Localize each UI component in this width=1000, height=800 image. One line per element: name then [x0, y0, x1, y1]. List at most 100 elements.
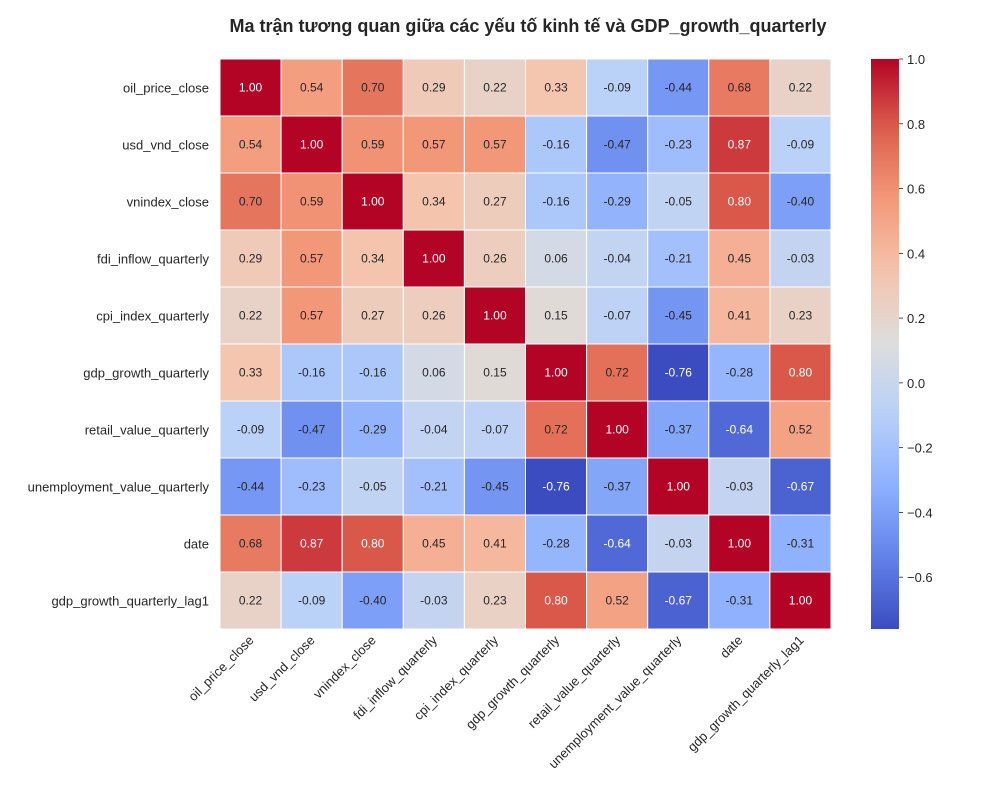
- heatmap-cell: [219, 571, 282, 630]
- heatmap-cell: [280, 571, 343, 630]
- cell-value-label: -0.44: [665, 81, 693, 95]
- cell-value-label: -0.67: [665, 594, 693, 608]
- heatmap-cell: [341, 172, 404, 231]
- row-label-unemployment-value-quarterly: unemployment_value_quarterly: [28, 480, 210, 495]
- heatmap-cell: [525, 58, 588, 117]
- cell-value-label: -0.04: [603, 252, 631, 266]
- cell-value-label: -0.37: [665, 423, 693, 437]
- column-label-gdp-growth-quarterly-lag1: gdp_growth_quarterly_lag1: [685, 633, 807, 755]
- heatmap-cell: [586, 229, 649, 288]
- heatmap-cell: [280, 457, 343, 516]
- heatmap-cell: [586, 286, 649, 345]
- heatmap-cell: [769, 400, 832, 459]
- cell-value-label: 0.23: [789, 309, 813, 323]
- heatmap-cell: [525, 343, 588, 402]
- column-label-date: date: [717, 633, 746, 662]
- cell-value-label: 0.70: [239, 195, 263, 209]
- cell-value-label: 0.06: [544, 252, 568, 266]
- cell-value-label: 0.59: [300, 195, 324, 209]
- heatmap-cell: [525, 286, 588, 345]
- heatmap-cell: [280, 172, 343, 231]
- heatmap-cell: [219, 400, 282, 459]
- heatmap-cell: [525, 457, 588, 516]
- cell-value-label: 0.27: [361, 309, 385, 323]
- row-label-retail-value-quarterly: retail_value_quarterly: [85, 423, 210, 438]
- heatmap-cell: [402, 571, 465, 630]
- cell-value-label: 0.41: [483, 537, 507, 551]
- heatmap-cell: [769, 229, 832, 288]
- cell-value-label: 0.22: [239, 309, 263, 323]
- cell-value-label: -0.47: [298, 423, 326, 437]
- cell-value-label: 0.57: [300, 309, 324, 323]
- column-labels: oil_price_closeusd_vnd_closevnindex_clos…: [185, 632, 806, 771]
- heatmap-cell: [769, 457, 832, 516]
- heatmap-cell: [219, 229, 282, 288]
- heatmap-cell: [708, 286, 771, 345]
- heatmap-cell: [586, 172, 649, 231]
- colorbar-tick-label: 0.2: [907, 311, 925, 326]
- cell-value-label: -0.29: [359, 423, 387, 437]
- cell-value-label: -0.47: [603, 138, 631, 152]
- cell-value-label: 0.80: [361, 537, 385, 551]
- cell-value-label: 0.52: [605, 594, 629, 608]
- cell-value-label: 0.87: [300, 537, 324, 551]
- cell-value-label: 0.59: [361, 138, 385, 152]
- row-label-oil-price-close: oil_price_close: [123, 81, 209, 96]
- cell-value-label: -0.29: [603, 195, 631, 209]
- cell-value-label: -0.04: [420, 423, 448, 437]
- column-label-usd-vnd-close: usd_vnd_close: [246, 633, 318, 705]
- cell-value-label: -0.09: [787, 138, 815, 152]
- heatmap-grid: 1.00 0.54 0.70 0.29 0.22 0.33 -0.09 -0.44 0.68 0.…: [219, 58, 832, 630]
- heatmap-cell: [219, 172, 282, 231]
- cell-value-label: -0.40: [359, 594, 387, 608]
- colorbar-tick-label: 0.4: [907, 246, 925, 261]
- heatmap-cell: [463, 343, 526, 402]
- heatmap-cell: [341, 286, 404, 345]
- heatmap-cell: [769, 115, 832, 174]
- cell-value-label: -0.03: [726, 480, 754, 494]
- heatmap-cell: [647, 514, 710, 573]
- colorbar-tick-label: −0.2: [907, 441, 933, 456]
- cell-value-label: -0.67: [787, 480, 815, 494]
- cell-value-label: 0.68: [239, 537, 263, 551]
- cell-value-label: 1.00: [300, 138, 324, 152]
- heatmap-cell: [280, 115, 343, 174]
- colorbar-tick-label: 1.0: [907, 52, 925, 67]
- colorbar-tick-label: −0.6: [907, 570, 933, 585]
- cell-value-label: 1.00: [544, 366, 568, 380]
- cell-value-label: -0.09: [298, 594, 326, 608]
- cell-value-label: 0.41: [728, 309, 752, 323]
- heatmap-cell: [219, 343, 282, 402]
- cell-value-label: 0.15: [544, 309, 568, 323]
- heatmap-cell: [219, 58, 282, 117]
- heatmap-cell: [647, 115, 710, 174]
- heatmap-cell: [402, 514, 465, 573]
- cell-value-label: -0.16: [542, 195, 570, 209]
- heatmap-cell: [463, 286, 526, 345]
- heatmap-cell: [708, 229, 771, 288]
- cell-value-label: 0.52: [789, 423, 813, 437]
- cell-value-label: 0.80: [544, 594, 568, 608]
- cell-value-label: -0.76: [542, 480, 570, 494]
- column-label-vnindex-close: vnindex_close: [310, 633, 379, 702]
- colorbar-gradient: [871, 59, 899, 629]
- row-label-date: date: [184, 537, 209, 552]
- heatmap-cell: [402, 115, 465, 174]
- cell-value-label: -0.64: [603, 537, 631, 551]
- cell-value-label: -0.45: [481, 480, 509, 494]
- cell-value-label: -0.05: [359, 480, 387, 494]
- heatmap-cell: [647, 400, 710, 459]
- cell-value-label: 0.57: [422, 138, 446, 152]
- colorbar-tick-label: 0.6: [907, 182, 925, 197]
- heatmap-cell: [463, 172, 526, 231]
- heatmap-cell: [463, 514, 526, 573]
- heatmap-cell: [708, 343, 771, 402]
- cell-value-label: 0.34: [361, 252, 385, 266]
- cell-value-label: -0.16: [542, 138, 570, 152]
- cell-value-label: -0.76: [665, 366, 693, 380]
- cell-value-label: 0.72: [605, 366, 629, 380]
- column-label-unemployment-value-quarterly: unemployment_value_quarterly: [546, 632, 685, 771]
- heatmap-cell: [708, 115, 771, 174]
- heatmap-cell: [586, 514, 649, 573]
- cell-value-label: 0.22: [789, 81, 813, 95]
